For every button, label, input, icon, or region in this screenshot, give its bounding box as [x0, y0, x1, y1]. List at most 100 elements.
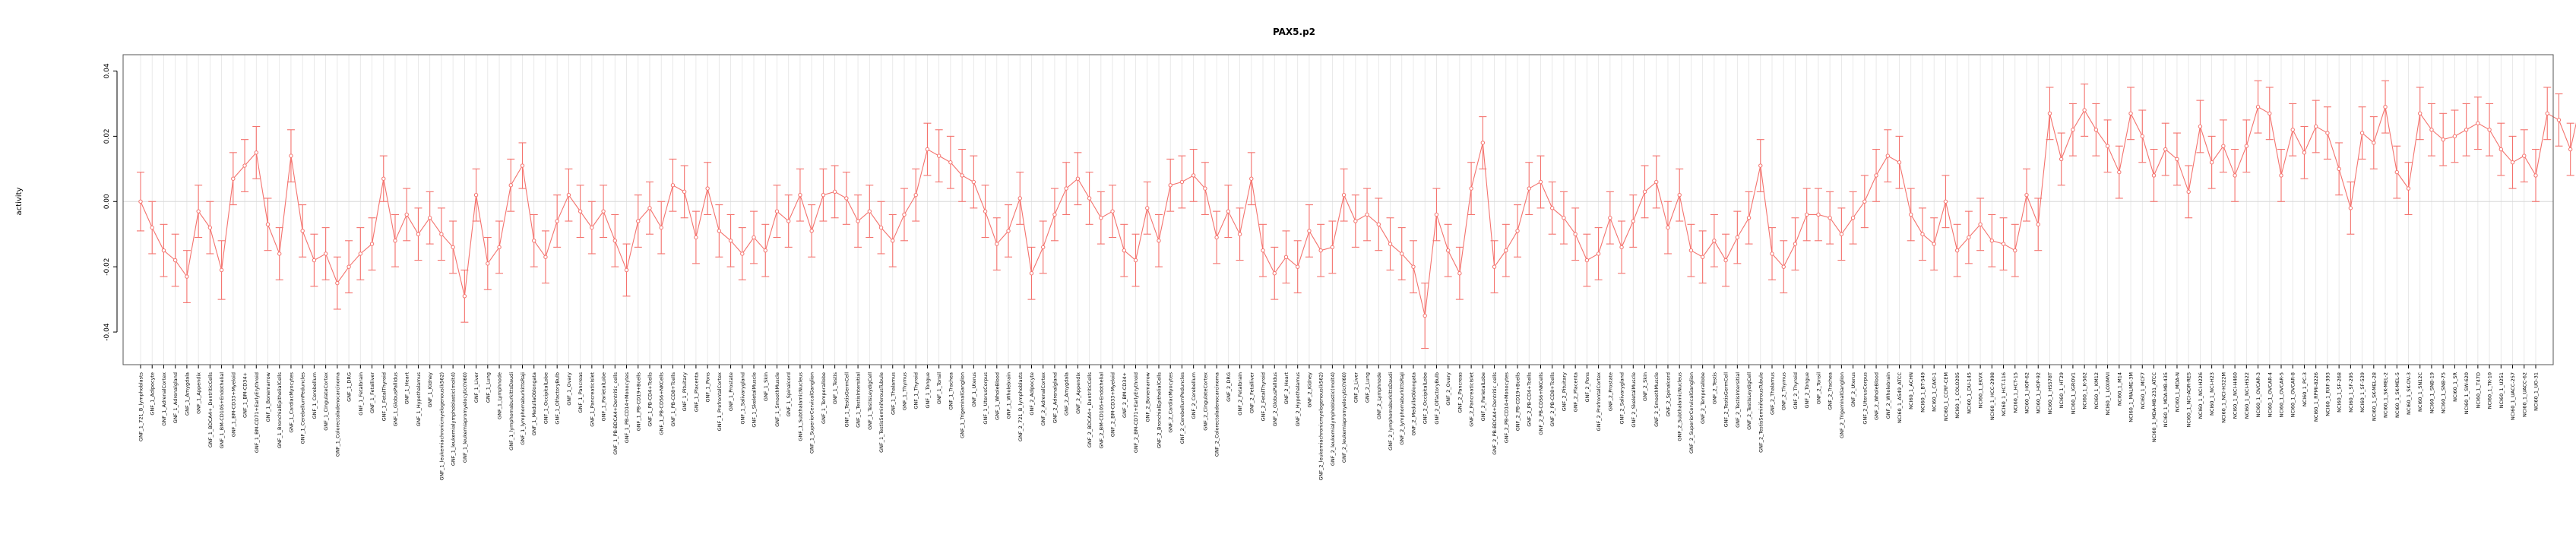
x-tick-label: NCI60_1_U251: [2498, 372, 2505, 408]
x-tick-label: GNF_1_Spinalcord: [786, 372, 792, 416]
data-point: [2128, 111, 2133, 116]
data-point: [1017, 196, 1022, 201]
x-tick-label: GNF_2_AdrenalCortex: [1040, 372, 1046, 426]
x-tick-label: NCI60_1_KM12: [2093, 372, 2100, 409]
data-point: [1445, 248, 1451, 253]
data-point: [161, 248, 166, 253]
x-tick-label: GNF_2_Hypothalamus: [1295, 372, 1301, 426]
data-point: [2313, 124, 2318, 129]
x-tick-label: GNF_2_Pons: [1584, 372, 1590, 402]
x-tick-label: GNF_2_Fetalbrain: [1237, 372, 1243, 416]
x-tick-label: GNF_2_PB-BDCA4+Dentritic_cells: [1492, 372, 1498, 454]
data-point: [2267, 111, 2272, 116]
x-tick-label: NCI60_1_SK-MEL-28: [2371, 372, 2377, 421]
data-point: [404, 212, 409, 217]
data-point: [694, 235, 698, 240]
data-point: [1677, 192, 1682, 198]
x-tick-label: NCI60_1_SW-620: [2464, 372, 2470, 414]
x-tick-label: GNF_2_leukemiapromyelocytic(hl60): [1341, 372, 1347, 463]
x-tick-label: GNF_1_Salivarygland: [739, 372, 745, 425]
x-tick-label: GNF_2_Lymphnode: [1376, 372, 1382, 419]
data-point: [1596, 251, 1601, 256]
x-tick-label: GNF_2_TestisIntersitial: [1735, 372, 1741, 428]
data-point: [1850, 216, 1856, 220]
data-point: [300, 229, 305, 233]
data-point: [2047, 111, 2052, 116]
x-tick-label: NCI60_1_PC-3: [2302, 372, 2308, 406]
x-tick-label: NCI60_1_HCT-15: [2012, 372, 2018, 413]
data-point: [1237, 232, 1242, 236]
data-point: [1967, 235, 1971, 240]
data-point: [254, 150, 258, 155]
data-point: [1723, 258, 1728, 263]
data-point: [347, 264, 351, 269]
data-point: [2452, 134, 2457, 139]
x-tick-label: GNF_1_SubthalamicNucleus: [797, 372, 803, 441]
x-tick-label: GNF_1_MedullaOblongata: [531, 372, 537, 436]
x-tick-label: GNF_1_GlobusPallidus: [392, 372, 398, 426]
x-tick-label: GNF_2_PB-CD19+Bcells: [1515, 372, 1521, 431]
data-point: [2429, 128, 2434, 132]
data-point: [2522, 153, 2527, 158]
data-point: [207, 225, 213, 230]
data-point: [508, 183, 513, 188]
data-point: [1087, 196, 1092, 201]
x-tick-label: GNF_1_UterusCorpus: [983, 372, 989, 424]
data-point: [1249, 176, 1254, 181]
x-tick-label: NCI60_1_HCC-2998: [1989, 372, 1995, 420]
x-tick-label: GNF_1_Placenta: [693, 372, 699, 412]
x-tick-label: NCI60_1_SK-OV-3: [2406, 372, 2412, 415]
series-group: [138, 105, 2576, 318]
x-tick-label: GNF_2_Trachea: [1828, 372, 1834, 410]
x-tick-label: GNF_1_Lung: [485, 372, 491, 403]
data-point: [1642, 189, 1647, 194]
x-tick-label: GNF_1_AdrenalCortex: [161, 372, 167, 426]
x-tick-label: NCI60_1_CAKI-1: [1932, 372, 1938, 412]
x-tick-label: GNF_1_Hypothalamus: [416, 372, 422, 426]
x-tick-label: GNF_1_PancreaticIslet: [589, 372, 595, 427]
x-tick-label: GNF_2_SuperiorCervicalGanglion: [1688, 372, 1695, 454]
x-axis: GNF_1_721_B_lymphoblasts GNF_1_Adipocyte G…: [138, 365, 2540, 480]
data-point: [601, 209, 606, 213]
y-axis: -0.04 -0.02 0.00 0.02 0.04: [103, 63, 118, 341]
data-point: [1434, 212, 1439, 217]
x-tick-label: NCI60_1_OVCAR-8: [2290, 372, 2296, 417]
x-tick-label: GNF_1_PB-BDCA4+Dentritic_cells: [612, 372, 619, 454]
data-point: [821, 192, 826, 198]
x-tick-label: GNF_1_BM-CD34+: [242, 372, 248, 418]
x-tick-label: GNF_1_Appendix: [196, 372, 202, 414]
x-tick-label: GNF_2_CerebellumPeduncles: [1179, 372, 1185, 444]
x-tick-label: GNF_2_Adipocyte: [1029, 372, 1035, 416]
data-point: [2348, 206, 2353, 210]
data-point: [983, 209, 988, 213]
x-tick-label: GNF_1_Amygdala: [184, 372, 190, 416]
data-point: [1411, 264, 1416, 269]
x-tick-label: GNF_1_Ovary: [566, 372, 572, 406]
x-tick-label: GNF_2_ParietalLobe: [1480, 372, 1486, 421]
x-tick-label: GNF_2_Lung: [1365, 372, 1371, 403]
x-tick-label: GNF_2_OccipitalLobe: [1422, 372, 1429, 424]
data-point: [1828, 216, 1832, 220]
x-tick-label: GNF_2_OlfactoryBulb: [1434, 372, 1440, 425]
x-tick-label: GNF_1_Thymus: [901, 372, 907, 410]
x-tick-label: GNF_1_Cerebellum: [312, 372, 318, 419]
data-point: [1897, 160, 1902, 165]
x-tick-label: GNF_2_Cerebellum: [1191, 372, 1197, 419]
x-tick-label: GNF_1_Fetalliver: [369, 372, 375, 413]
x-tick-label: GNF_2_PB-CD14+Monocytes: [1503, 372, 1509, 443]
data-point: [1735, 235, 1740, 240]
data-point: [891, 239, 895, 243]
data-point: [1989, 239, 1995, 243]
x-tick-label: NCI60_1_OVCAR-5: [2279, 372, 2285, 417]
data-point: [381, 176, 386, 181]
data-point: [2476, 121, 2480, 125]
x-tick-label: GNF_1_TestisSeminiferousTubule: [878, 372, 885, 453]
data-point: [462, 294, 467, 299]
x-tick-label: GNF_1_lymphomaburkittsDaudi: [508, 372, 514, 451]
x-tick-label: GNF_2_FetalThyroid: [1261, 372, 1267, 421]
data-point: [878, 225, 884, 230]
data-point: [2510, 160, 2515, 165]
x-tick-label: GNF_1_PB-CD19+Bcells: [635, 372, 641, 431]
x-tick-label: GNF_2_Pituitary: [1561, 372, 1567, 412]
data-point: [1631, 219, 1635, 223]
